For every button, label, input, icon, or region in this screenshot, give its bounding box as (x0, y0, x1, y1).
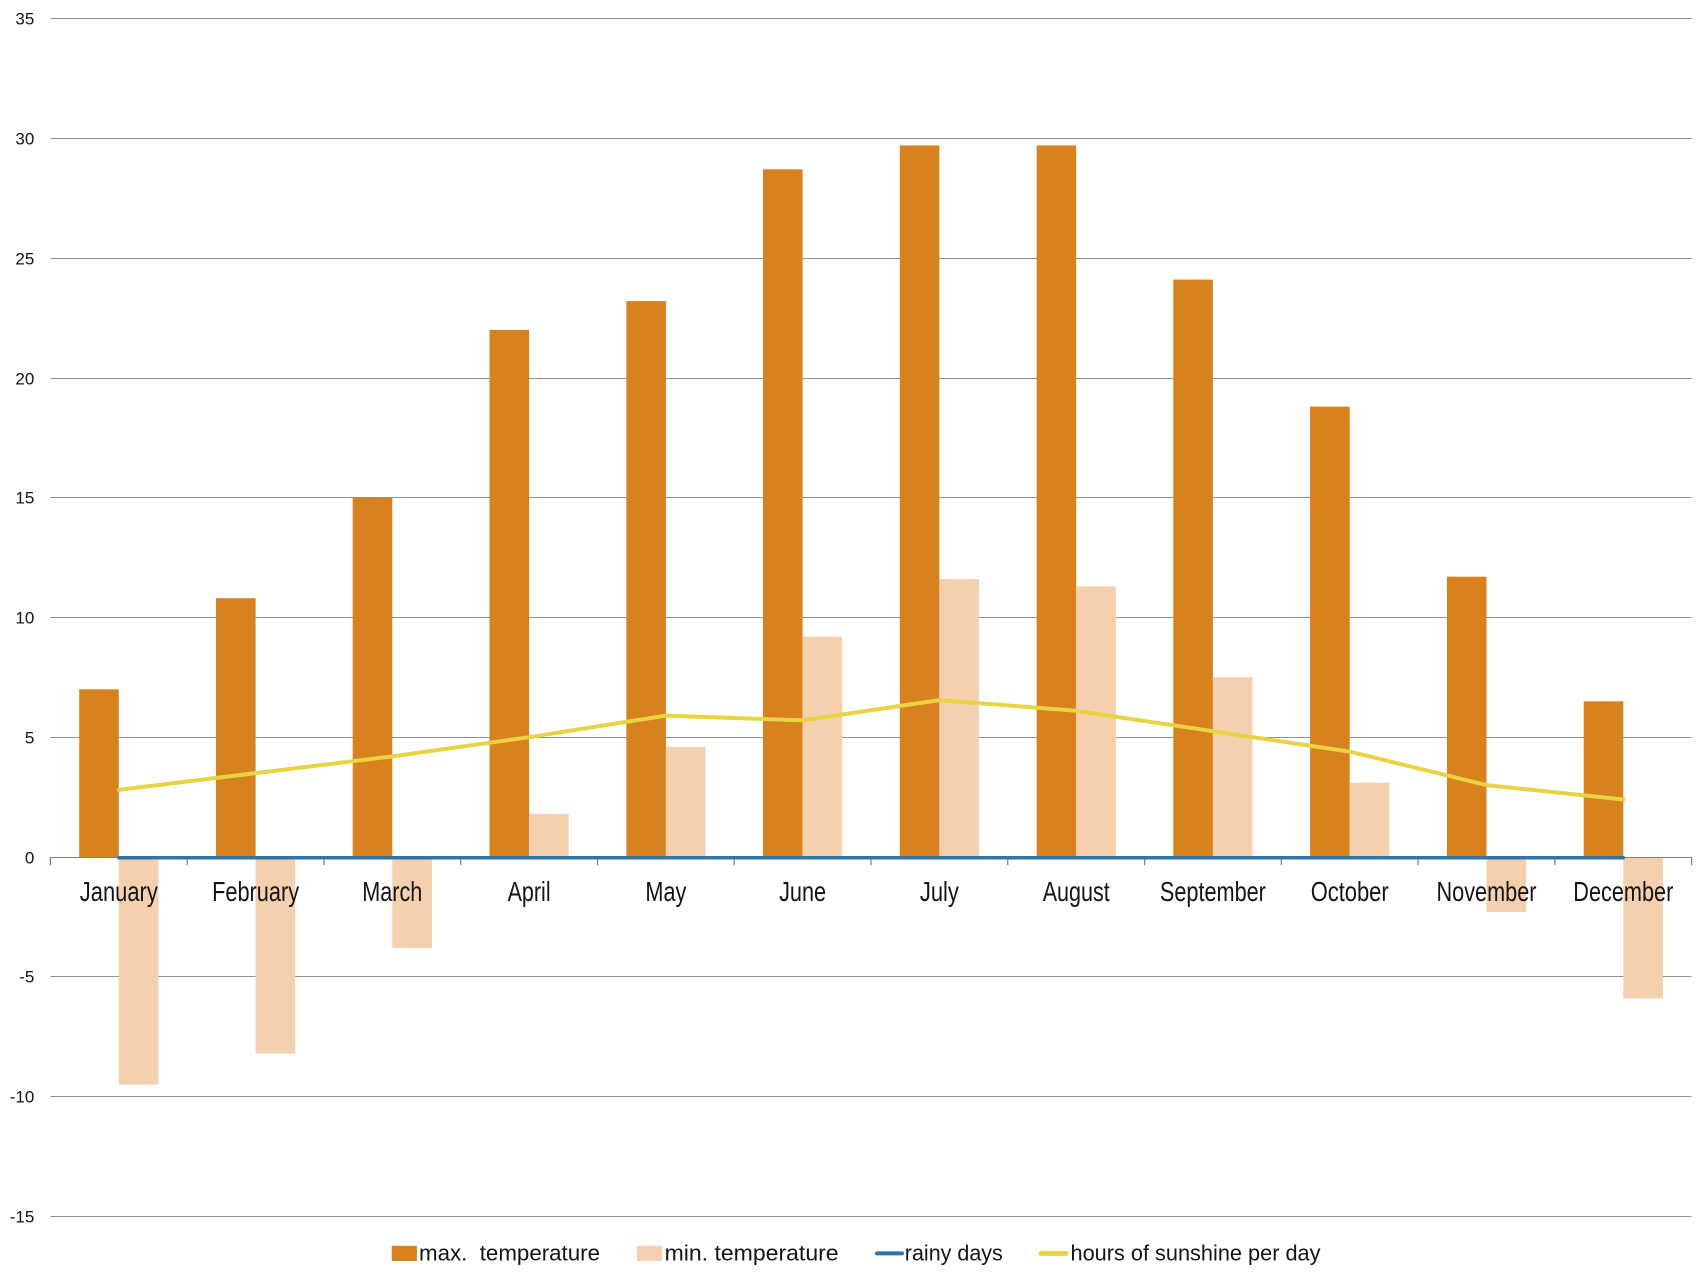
svg-text:min. temperature: min. temperature (665, 1241, 839, 1266)
svg-text:rainy days: rainy days (905, 1241, 1003, 1266)
svg-text:10: 10 (15, 608, 34, 627)
svg-text:March: March (362, 876, 422, 907)
svg-text:December: December (1573, 876, 1673, 907)
svg-text:35: 35 (15, 9, 34, 28)
svg-text:-15: -15 (10, 1207, 35, 1226)
svg-text:25: 25 (15, 249, 34, 268)
svg-text:-5: -5 (19, 967, 34, 986)
svg-text:30: 30 (15, 129, 34, 148)
svg-text:20: 20 (15, 369, 34, 388)
svg-text:August: August (1043, 876, 1110, 907)
svg-text:April: April (508, 876, 551, 907)
svg-text:-10: -10 (10, 1087, 35, 1106)
svg-text:max. temperature: max. temperature (419, 1241, 600, 1266)
svg-text:June: June (779, 876, 826, 907)
svg-text:May: May (645, 876, 686, 907)
svg-text:0: 0 (25, 848, 34, 867)
svg-text:January: January (80, 876, 158, 907)
svg-text:July: July (920, 876, 959, 907)
svg-text:5: 5 (25, 728, 34, 747)
svg-text:hours of sunshine per day: hours of sunshine per day (1071, 1241, 1321, 1266)
svg-text:February: February (212, 876, 299, 907)
svg-text:November: November (1437, 876, 1537, 907)
svg-text:October: October (1311, 876, 1389, 907)
svg-text:September: September (1160, 876, 1266, 907)
svg-text:15: 15 (15, 488, 34, 507)
